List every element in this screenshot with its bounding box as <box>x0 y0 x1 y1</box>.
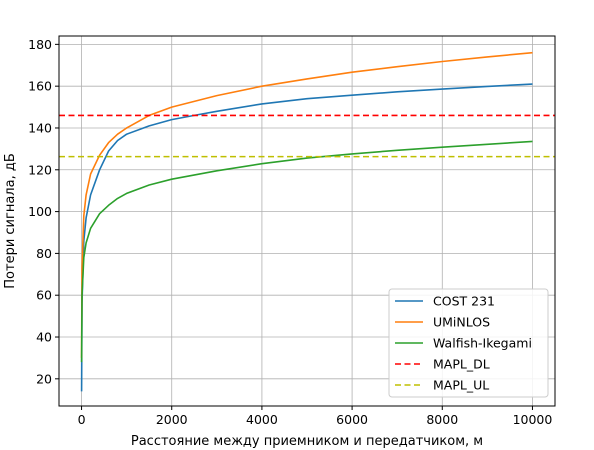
y-tick-label: 160 <box>28 79 52 94</box>
x-axis-label: Расстояние между приемником и передатчик… <box>131 434 483 449</box>
y-axis-label: Потери сигнала, дБ <box>3 153 18 288</box>
plot-frame <box>58 35 556 407</box>
y-tick-label: 100 <box>28 204 52 219</box>
legend-label: UMiNLOS <box>433 315 490 330</box>
legend: COST 231 UMiNLOS Walfish-Ikegami MAPL_DL MAP… <box>388 288 549 398</box>
y-tick-label: 20 <box>36 371 52 386</box>
axis-ticks: 0 2000 4000 6000 8000 10000 20 40 60 80 100 120 140 1… <box>28 37 552 427</box>
y-tick-label: 140 <box>28 120 52 135</box>
x-tick-label: 4000 <box>246 412 278 427</box>
legend-label: MAPL_DL <box>433 357 490 372</box>
x-tick-label: 8000 <box>426 412 458 427</box>
legend-box <box>388 288 549 398</box>
legend-label: COST 231 <box>433 294 495 309</box>
grid <box>59 36 555 406</box>
y-tick-label: 80 <box>36 246 52 261</box>
series-cost-231-line <box>80 83 533 392</box>
x-tick-label: 6000 <box>336 412 368 427</box>
x-tick-label: 0 <box>78 412 86 427</box>
y-tick-label: 60 <box>36 288 52 303</box>
y-tick-label: 40 <box>36 330 52 345</box>
series-walfish-ikegami-line <box>80 140 533 363</box>
legend-label: Walfish-Ikegami <box>433 336 532 351</box>
y-tick-label: 120 <box>28 162 52 177</box>
y-tick-label: 180 <box>28 37 52 52</box>
x-tick-label: 2000 <box>156 412 188 427</box>
series-lines <box>59 51 555 392</box>
legend-label: MAPL_UL <box>433 378 489 393</box>
x-tick-label: 10000 <box>513 412 553 427</box>
